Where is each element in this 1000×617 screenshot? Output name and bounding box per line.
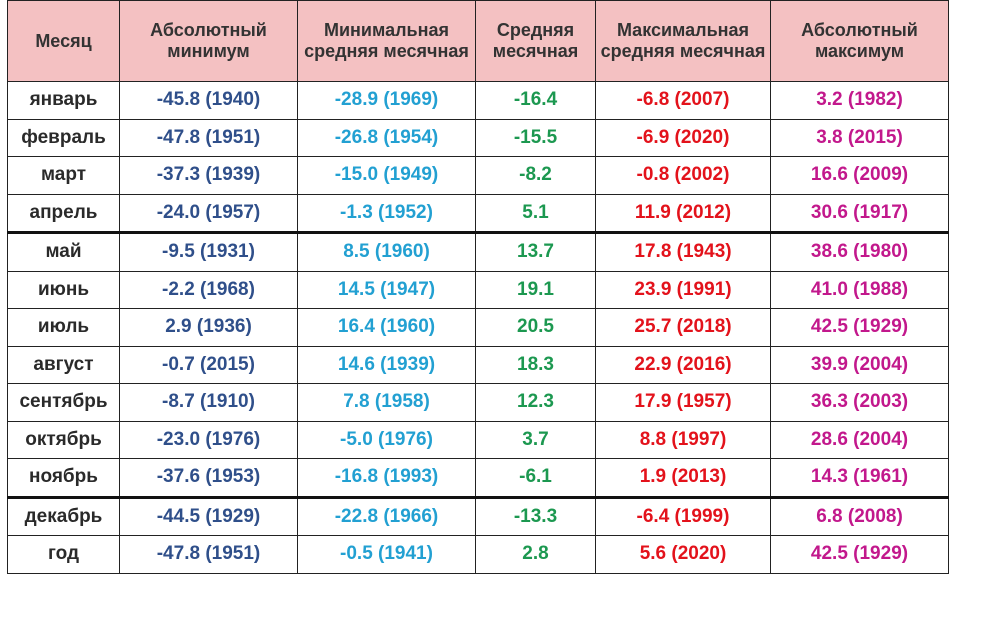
table-row: сентябрь -8.7 (1910) 7.8 (1958) 12.3 17.9 (1… — [7, 383, 949, 422]
cell-month: декабрь — [7, 496, 120, 536]
cell-month: октябрь — [7, 420, 120, 459]
table-row: август -0.7 (2015) 14.6 (1939) 18.3 22.9 (20… — [7, 345, 949, 384]
cell-month: апрель — [7, 193, 120, 234]
cell-month: июнь — [7, 270, 120, 309]
cell-abs-min: -47.8 (1951) — [119, 118, 298, 157]
cell-avg: -15.5 — [475, 118, 596, 157]
cell-max-avg: -0.8 (2002) — [595, 156, 771, 195]
header-row: Месяц Абсолютный минимум Минимальная сре… — [7, 0, 949, 82]
cell-min-avg: -26.8 (1954) — [297, 118, 476, 157]
cell-month: февраль — [7, 118, 120, 157]
cell-max-avg: 11.9 (2012) — [595, 193, 771, 234]
cell-avg: 3.7 — [475, 420, 596, 459]
cell-min-avg: 7.8 (1958) — [297, 383, 476, 422]
cell-abs-max: 16.6 (2009) — [770, 156, 949, 195]
table-row: январь -45.8 (1940) -28.9 (1969) -16.4 -6.8 … — [7, 81, 949, 120]
cell-min-avg: -22.8 (1966) — [297, 496, 476, 536]
cell-max-avg: 17.8 (1943) — [595, 232, 771, 272]
cell-max-avg: 5.6 (2020) — [595, 535, 771, 574]
cell-avg: -13.3 — [475, 496, 596, 536]
header-abs-max: Абсолютный максимум — [770, 0, 949, 82]
cell-month: июль — [7, 308, 120, 347]
header-avg: Средняя месячная — [475, 0, 596, 82]
table-row: декабрь -44.5 (1929) -22.8 (1966) -13.3 -6.4… — [7, 496, 949, 536]
cell-abs-max: 3.8 (2015) — [770, 118, 949, 157]
cell-avg: 13.7 — [475, 232, 596, 272]
cell-min-avg: -15.0 (1949) — [297, 156, 476, 195]
cell-abs-max: 39.9 (2004) — [770, 345, 949, 384]
table-row: май -9.5 (1931) 8.5 (1960) 13.7 17.8 (1943) 3… — [7, 232, 949, 272]
cell-avg: -8.2 — [475, 156, 596, 195]
cell-max-avg: 25.7 (2018) — [595, 308, 771, 347]
cell-abs-max: 14.3 (1961) — [770, 458, 949, 499]
cell-abs-max: 6.8 (2008) — [770, 496, 949, 536]
table-row: год -47.8 (1951) -0.5 (1941) 2.8 5.6 (2020) 4… — [7, 535, 949, 574]
cell-abs-min: -8.7 (1910) — [119, 383, 298, 422]
cell-abs-max: 42.5 (1929) — [770, 535, 949, 574]
cell-abs-min: -45.8 (1940) — [119, 81, 298, 120]
cell-abs-min: -37.3 (1939) — [119, 156, 298, 195]
cell-min-avg: 16.4 (1960) — [297, 308, 476, 347]
cell-min-avg: -16.8 (1993) — [297, 458, 476, 499]
cell-month: август — [7, 345, 120, 384]
table-row: октябрь -23.0 (1976) -5.0 (1976) 3.7 8.8 (19… — [7, 420, 949, 459]
cell-avg: 12.3 — [475, 383, 596, 422]
cell-max-avg: 17.9 (1957) — [595, 383, 771, 422]
cell-abs-max: 36.3 (2003) — [770, 383, 949, 422]
cell-avg: -6.1 — [475, 458, 596, 499]
cell-abs-min: -9.5 (1931) — [119, 232, 298, 272]
cell-abs-max: 42.5 (1929) — [770, 308, 949, 347]
cell-abs-max: 3.2 (1982) — [770, 81, 949, 120]
table-row: март -37.3 (1939) -15.0 (1949) -8.2 -0.8 (20… — [7, 156, 949, 195]
cell-min-avg: 14.5 (1947) — [297, 270, 476, 309]
cell-max-avg: 23.9 (1991) — [595, 270, 771, 309]
cell-month: сентябрь — [7, 383, 120, 422]
cell-max-avg: -6.8 (2007) — [595, 81, 771, 120]
cell-min-avg: -1.3 (1952) — [297, 193, 476, 234]
header-min-avg: Минимальная средняя месячная — [297, 0, 476, 82]
cell-avg: 5.1 — [475, 193, 596, 234]
cell-min-avg: 14.6 (1939) — [297, 345, 476, 384]
cell-month: январь — [7, 81, 120, 120]
cell-min-avg: -0.5 (1941) — [297, 535, 476, 574]
cell-abs-max: 41.0 (1988) — [770, 270, 949, 309]
cell-abs-min: 2.9 (1936) — [119, 308, 298, 347]
cell-avg: -16.4 — [475, 81, 596, 120]
cell-min-avg: -5.0 (1976) — [297, 420, 476, 459]
cell-max-avg: 1.9 (2013) — [595, 458, 771, 499]
cell-max-avg: 8.8 (1997) — [595, 420, 771, 459]
header-max-avg: Максимальная средняя месячная — [595, 0, 771, 82]
cell-avg: 18.3 — [475, 345, 596, 384]
cell-abs-min: -2.2 (1968) — [119, 270, 298, 309]
cell-abs-min: -23.0 (1976) — [119, 420, 298, 459]
table-row: апрель -24.0 (1957) -1.3 (1952) 5.1 11.9 (20… — [7, 193, 949, 234]
cell-month: май — [7, 232, 120, 272]
cell-min-avg: 8.5 (1960) — [297, 232, 476, 272]
table-row: июль 2.9 (1936) 16.4 (1960) 20.5 25.7 (2018)… — [7, 308, 949, 347]
climate-table: Месяц Абсолютный минимум Минимальная сре… — [7, 0, 949, 574]
table-row: июнь -2.2 (1968) 14.5 (1947) 19.1 23.9 (1991… — [7, 270, 949, 309]
cell-abs-min: -37.6 (1953) — [119, 458, 298, 499]
cell-abs-max: 38.6 (1980) — [770, 232, 949, 272]
cell-abs-min: -44.5 (1929) — [119, 496, 298, 536]
table-row: ноябрь -37.6 (1953) -16.8 (1993) -6.1 1.9 (2… — [7, 458, 949, 499]
cell-max-avg: 22.9 (2016) — [595, 345, 771, 384]
cell-avg: 2.8 — [475, 535, 596, 574]
cell-month: ноябрь — [7, 458, 120, 499]
cell-abs-max: 30.6 (1917) — [770, 193, 949, 234]
header-abs-min: Абсолютный минимум — [119, 0, 298, 82]
cell-abs-max: 28.6 (2004) — [770, 420, 949, 459]
cell-month: март — [7, 156, 120, 195]
cell-abs-min: -0.7 (2015) — [119, 345, 298, 384]
cell-abs-min: -24.0 (1957) — [119, 193, 298, 234]
cell-month: год — [7, 535, 120, 574]
table-row: февраль -47.8 (1951) -26.8 (1954) -15.5 -6.9… — [7, 118, 949, 157]
cell-abs-min: -47.8 (1951) — [119, 535, 298, 574]
cell-min-avg: -28.9 (1969) — [297, 81, 476, 120]
cell-max-avg: -6.9 (2020) — [595, 118, 771, 157]
cell-avg: 20.5 — [475, 308, 596, 347]
cell-max-avg: -6.4 (1999) — [595, 496, 771, 536]
header-month: Месяц — [7, 0, 120, 82]
cell-avg: 19.1 — [475, 270, 596, 309]
